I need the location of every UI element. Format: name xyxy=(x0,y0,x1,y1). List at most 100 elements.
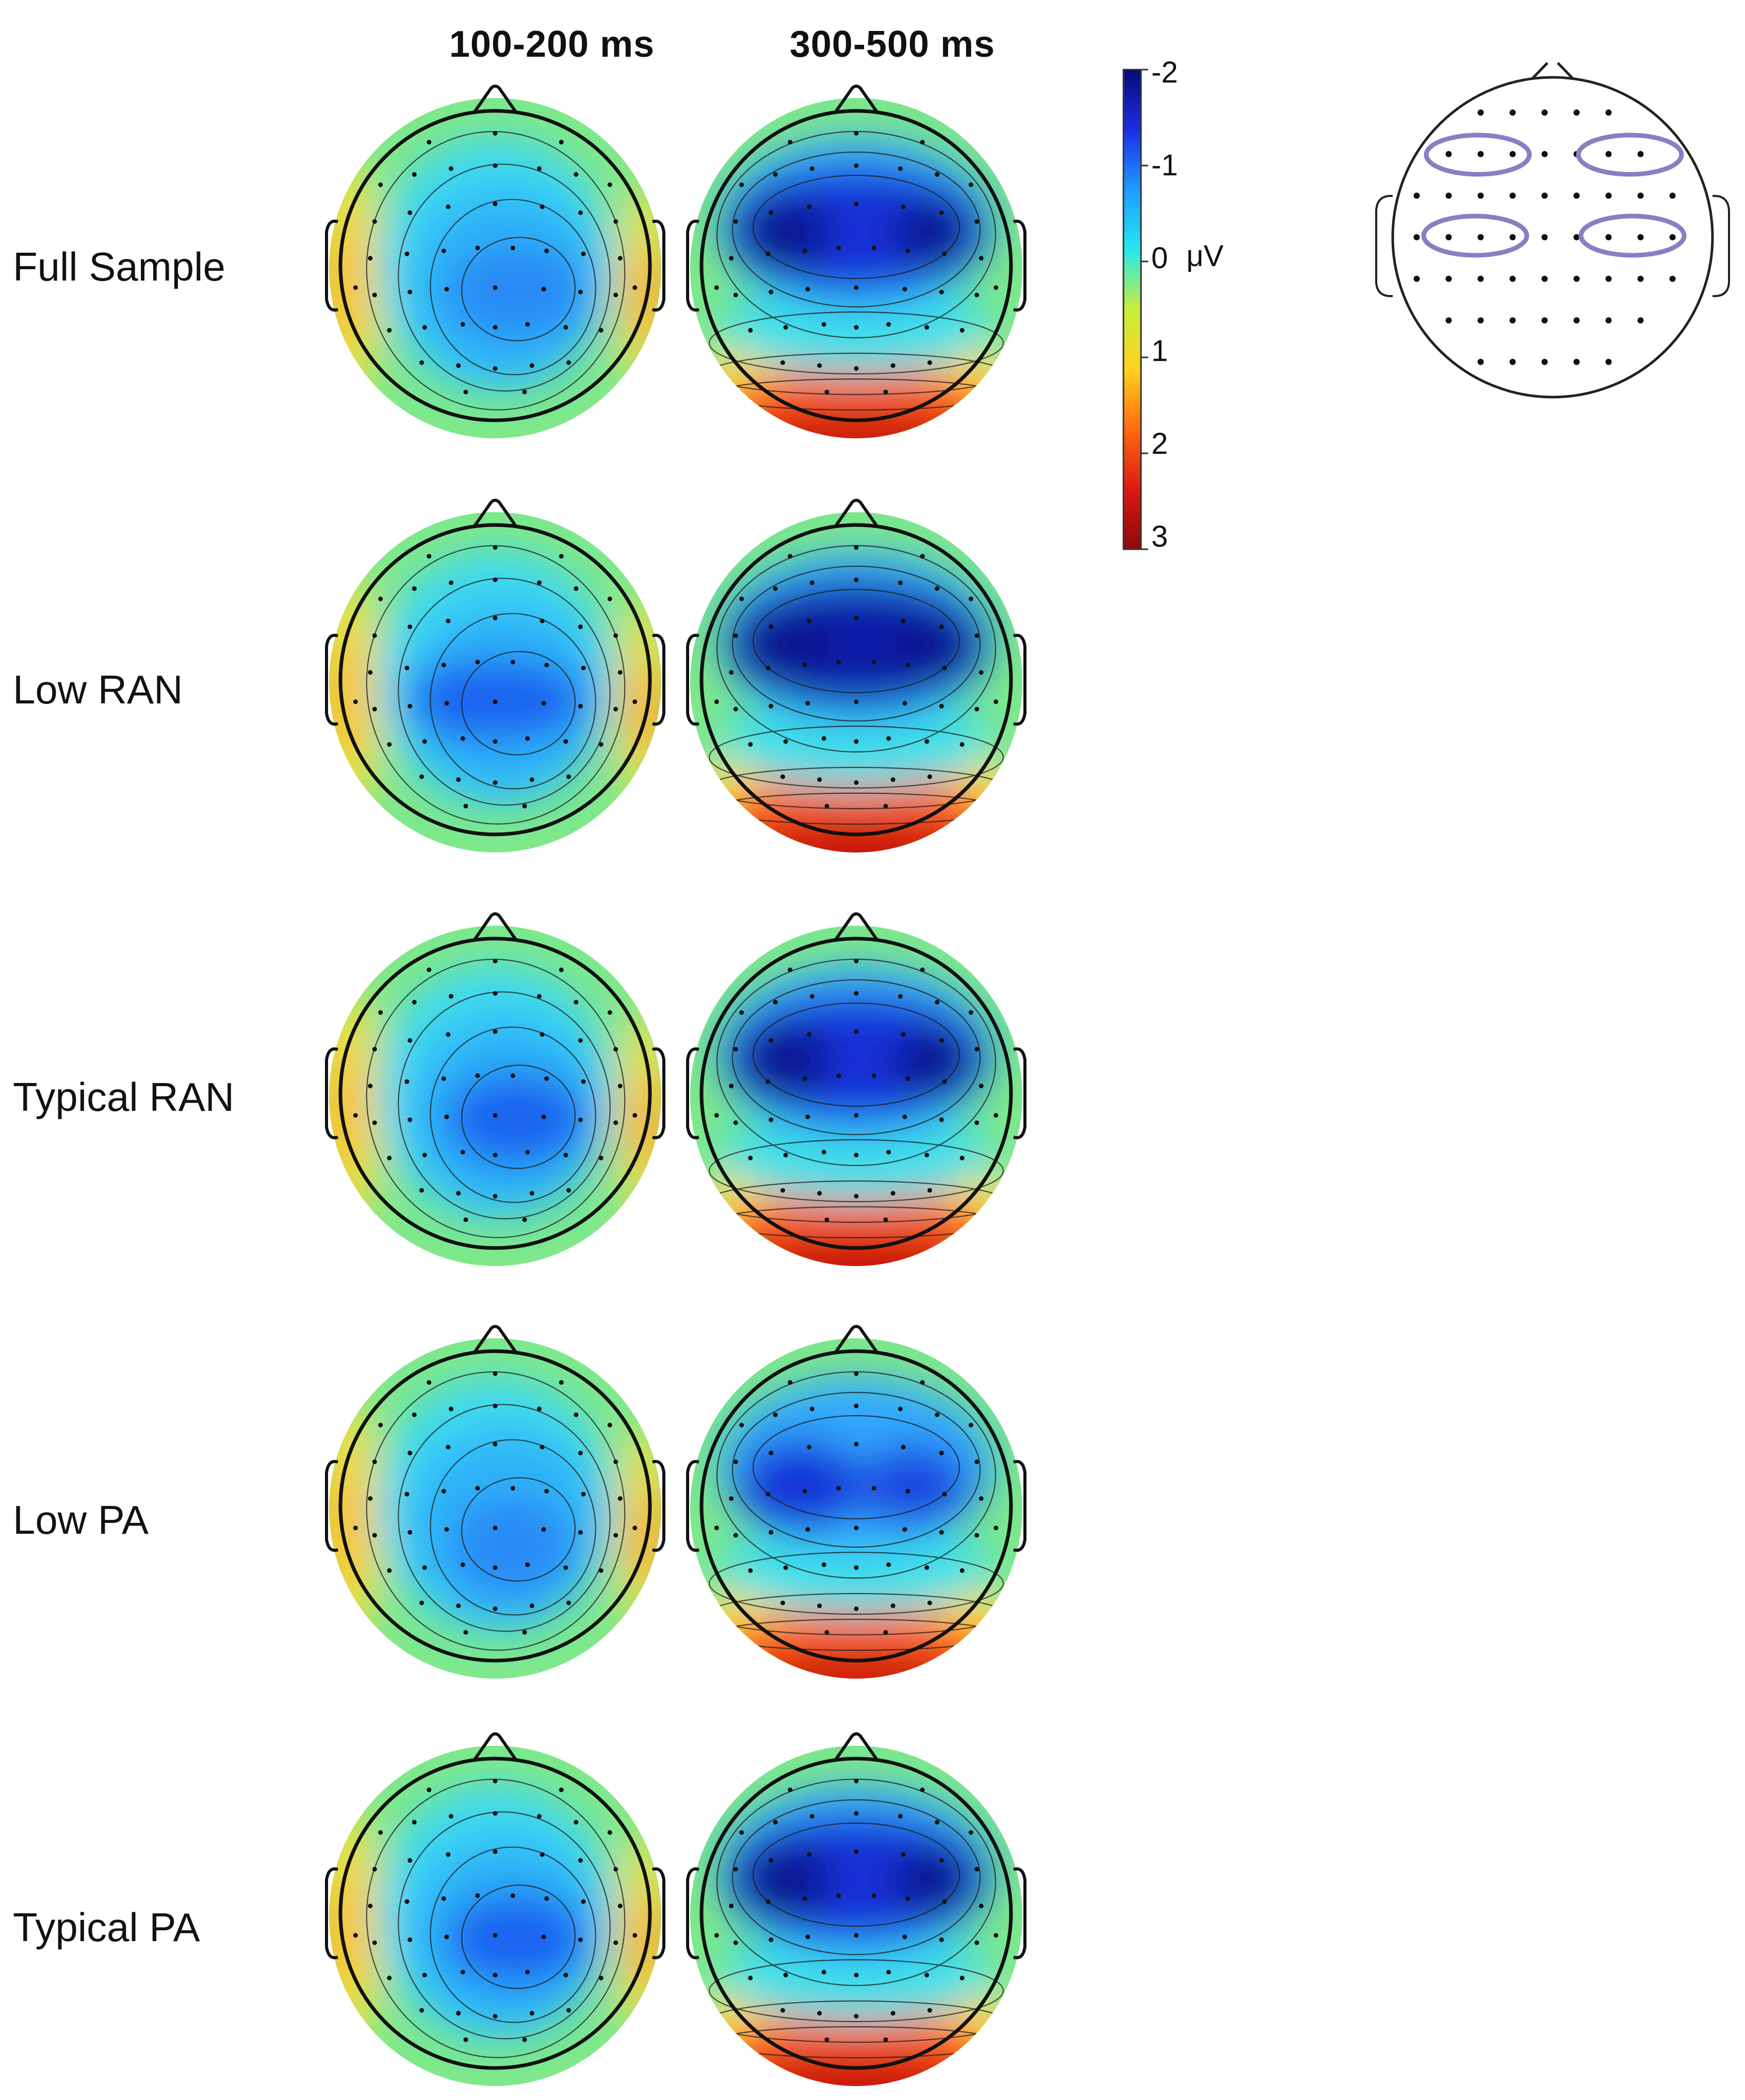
electrode xyxy=(773,172,778,177)
electrode xyxy=(854,577,859,582)
electrode xyxy=(529,777,534,782)
electrode xyxy=(854,739,859,744)
electrode xyxy=(927,1188,932,1193)
electrode xyxy=(871,1893,876,1898)
electrode xyxy=(578,1937,583,1942)
electrode xyxy=(1605,275,1612,282)
electrode xyxy=(939,1038,944,1043)
electrode xyxy=(974,1047,980,1052)
electrode xyxy=(905,1896,910,1901)
electrode xyxy=(714,1525,719,1531)
electrode xyxy=(993,285,999,290)
electrode xyxy=(541,701,546,706)
row-label-typical-ran: Typical RAN xyxy=(13,1074,235,1120)
electrode xyxy=(422,325,427,330)
electrode xyxy=(733,292,738,298)
electrode xyxy=(493,1779,498,1783)
electrode xyxy=(968,1010,973,1015)
electrode xyxy=(456,1191,461,1196)
electrode xyxy=(525,1562,530,1567)
electrode xyxy=(1541,151,1548,157)
electrode xyxy=(544,249,549,253)
electrode xyxy=(613,1047,618,1052)
electrode xyxy=(1573,234,1580,240)
electrode xyxy=(529,1191,534,1196)
electrode xyxy=(566,774,571,779)
electrode xyxy=(566,360,571,365)
electrode xyxy=(456,1603,461,1609)
electrode xyxy=(522,1630,527,1635)
left-ear xyxy=(686,1047,699,1139)
electrode xyxy=(1413,234,1420,240)
right-ear xyxy=(652,1460,665,1552)
electrode xyxy=(493,285,498,290)
electrode xyxy=(898,166,903,171)
electrode xyxy=(449,166,453,171)
electrode xyxy=(563,1153,568,1158)
row-label-low-pa: Low PA xyxy=(13,1497,149,1543)
electrode xyxy=(407,703,413,709)
electrode xyxy=(886,1562,891,1567)
electrode xyxy=(378,1422,383,1428)
electrode xyxy=(733,1940,738,1945)
electrode xyxy=(788,554,793,559)
electrode xyxy=(802,663,807,667)
electrode xyxy=(463,1630,468,1635)
head-outline xyxy=(338,109,652,422)
electrode xyxy=(1637,275,1644,282)
electrode xyxy=(368,670,373,675)
electrode xyxy=(769,289,774,294)
electrode xyxy=(935,172,940,177)
roi-ellipse xyxy=(1421,214,1529,258)
electrode xyxy=(419,360,424,365)
electrode-montage xyxy=(1375,62,1730,399)
electrode xyxy=(407,1450,413,1455)
electrode xyxy=(372,633,377,638)
electrode xyxy=(1669,192,1676,199)
electrode xyxy=(537,1814,542,1819)
electrode xyxy=(854,1525,859,1531)
electrode xyxy=(529,1603,534,1609)
nose xyxy=(834,499,878,527)
left-ear xyxy=(325,1047,338,1139)
electrode xyxy=(824,389,829,395)
electrode xyxy=(444,1934,449,1940)
head-outline xyxy=(699,1757,1013,2070)
head-outline xyxy=(338,523,652,836)
electrode xyxy=(525,1970,530,1975)
electrode xyxy=(544,663,549,667)
electrode xyxy=(902,1527,907,1532)
electrode xyxy=(563,325,568,330)
electrode xyxy=(525,736,530,741)
electrode xyxy=(773,1819,778,1825)
electrode xyxy=(581,665,586,670)
electrode xyxy=(510,1893,515,1898)
electrode xyxy=(1445,234,1452,240)
electrode xyxy=(783,1973,788,1978)
electrode xyxy=(978,256,984,261)
colorbar-tick-label: 3 xyxy=(1151,520,1168,553)
electrode xyxy=(1573,192,1580,199)
electrode xyxy=(613,292,618,298)
electrode xyxy=(1445,151,1452,157)
electrode xyxy=(714,1933,719,1938)
electrode xyxy=(544,1896,549,1901)
electrode xyxy=(456,2011,461,2016)
electrode xyxy=(854,1811,859,1816)
electrode xyxy=(404,1079,410,1084)
electrode xyxy=(598,1155,604,1160)
electrode xyxy=(854,285,859,290)
row-label-full-sample: Full Sample xyxy=(13,244,225,289)
electrode xyxy=(959,327,965,333)
electrode xyxy=(368,256,373,261)
topo-map xyxy=(325,912,665,1266)
electrode xyxy=(578,289,583,294)
electrode xyxy=(404,1491,410,1497)
electrode xyxy=(821,1562,826,1567)
electrode xyxy=(578,624,583,629)
electrode xyxy=(1541,317,1548,324)
electrode xyxy=(836,245,841,251)
electrode xyxy=(773,999,778,1005)
right-ear xyxy=(1712,194,1730,298)
electrode xyxy=(854,2014,859,2019)
